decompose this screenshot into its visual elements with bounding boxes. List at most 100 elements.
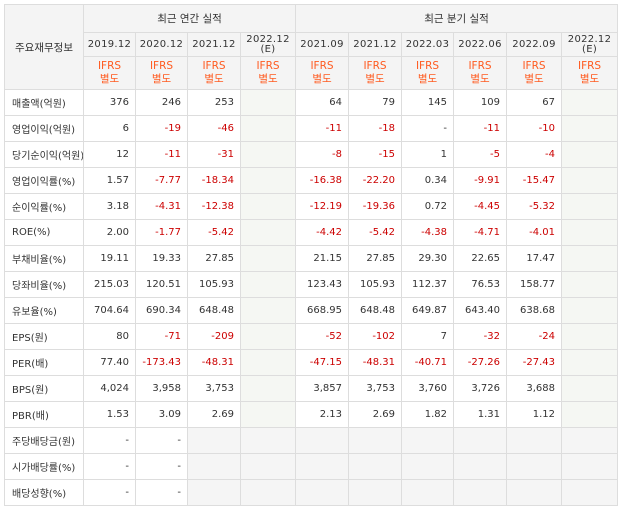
estimate-cell [561, 297, 619, 324]
value-cell: -31 [187, 141, 241, 168]
estimate-cell [239, 375, 297, 402]
value-cell: - [401, 115, 455, 142]
value-cell: -19 [135, 115, 188, 142]
value-cell: 1.53 [83, 401, 136, 428]
value-cell: 3,760 [401, 375, 455, 402]
row-label: BPS(원) [4, 375, 84, 402]
value-cell: 246 [135, 89, 188, 116]
value-cell: -18 [348, 115, 403, 142]
value-cell: 690.34 [135, 297, 188, 324]
value-cell: 2.00 [83, 219, 136, 246]
value-cell: 17.47 [506, 245, 563, 272]
basis-standard: IFRS [363, 60, 387, 72]
value-cell: -10 [506, 115, 563, 142]
value-cell [348, 479, 403, 506]
value-cell [348, 453, 403, 480]
value-cell: 22.65 [453, 245, 508, 272]
basis-type: 별도 [470, 73, 490, 85]
period-label: 2021.12 [192, 39, 236, 50]
value-cell: 12 [83, 141, 136, 168]
value-cell: 3,688 [506, 375, 563, 402]
value-cell [295, 479, 350, 506]
value-cell: 21.15 [295, 245, 350, 272]
value-cell: -32 [453, 323, 508, 350]
value-cell [401, 427, 455, 454]
row-label: 배당성향(%) [4, 479, 84, 506]
table-row: PBR(배) 1.53 3.09 2.69 2.13 2.69 1.82 1.31 1.12 [4, 401, 619, 428]
value-cell: 64 [295, 89, 350, 116]
value-cell: 19.33 [135, 245, 188, 272]
basis-standard: IFRS [256, 60, 280, 72]
value-cell: 0.72 [401, 193, 455, 220]
financial-summary-table: 주요재무정보 최근 연간 실적 최근 분기 실적 2019.12 2020.12 2… [4, 4, 619, 506]
value-cell: 76.53 [453, 271, 508, 298]
table-row: 영업이익률(%) 1.57 -7.77 -18.34 -16.38 -22.20 0.34-… [4, 167, 619, 194]
value-cell: 77.40 [83, 349, 136, 376]
value-cell: 1.31 [453, 401, 508, 428]
estimate-cell [239, 245, 297, 272]
value-cell: 253 [187, 89, 241, 116]
value-cell: 2.69 [348, 401, 403, 428]
period-label: 2021.09 [300, 39, 344, 50]
basis-cell-0: IFRS 별도 [83, 56, 136, 90]
row-label: 영업이익률(%) [4, 167, 84, 194]
row-label: 영업이익(억원) [4, 115, 84, 142]
estimate-cell [561, 375, 619, 402]
value-cell: 3,726 [453, 375, 508, 402]
row-label: 당좌비율(%) [4, 271, 84, 298]
value-cell: 123.43 [295, 271, 350, 298]
row-label: 순이익률(%) [4, 193, 84, 220]
estimate-mark: (E) [582, 43, 598, 55]
value-cell: 27.85 [187, 245, 241, 272]
value-cell: -5.42 [187, 219, 241, 246]
value-cell [187, 427, 241, 454]
estimate-cell [239, 349, 297, 376]
estimate-cell [561, 141, 619, 168]
value-cell: -15 [348, 141, 403, 168]
basis-type: 별도 [579, 73, 600, 85]
value-cell: -71 [135, 323, 188, 350]
value-cell: -4.01 [506, 219, 563, 246]
estimate-cell [239, 401, 297, 428]
row-label: 당기순이익(억원) [4, 141, 84, 168]
value-cell: 1 [401, 141, 455, 168]
estimate-cell [561, 401, 619, 428]
value-cell: 648.48 [348, 297, 403, 324]
basis-type: 별도 [312, 73, 332, 85]
value-cell: 649.87 [401, 297, 455, 324]
value-cell: 668.95 [295, 297, 350, 324]
value-cell: 643.40 [453, 297, 508, 324]
value-cell: 1.82 [401, 401, 455, 428]
period-label: 2019.12 [87, 39, 132, 50]
value-cell: -4.42 [295, 219, 350, 246]
estimate-cell [239, 323, 297, 350]
estimate-cell [239, 115, 297, 142]
basis-cell-2: IFRS 별도 [187, 56, 241, 90]
estimate-cell [561, 453, 619, 480]
period-label: 2022.12 [246, 33, 290, 45]
value-cell: 105.93 [348, 271, 403, 298]
basis-standard: IFRS [415, 60, 440, 72]
estimate-cell [239, 271, 297, 298]
value-cell: -19.36 [348, 193, 403, 220]
value-cell: 4,024 [83, 375, 136, 402]
annual-group-header: 최근 연간 실적 [82, 4, 297, 33]
value-cell: -47.15 [295, 349, 350, 376]
basis-cell-6: IFRS 별도 [401, 56, 455, 90]
value-cell: -48.31 [187, 349, 241, 376]
value-cell: -11 [453, 115, 508, 142]
period-quarterly-0: 2021.09 [295, 32, 350, 57]
value-cell: -4.38 [401, 219, 455, 246]
row-label: EPS(원) [4, 323, 84, 350]
value-cell: 704.64 [83, 297, 136, 324]
value-cell: -4.71 [453, 219, 508, 246]
value-cell: -5.32 [506, 193, 563, 220]
value-cell: 0.34 [401, 167, 455, 194]
value-cell: -12.38 [187, 193, 241, 220]
period-label: 2022.12 [567, 33, 612, 45]
value-cell [453, 479, 508, 506]
estimate-cell [239, 141, 297, 168]
period-quarterly-4: 2022.09 [506, 32, 563, 57]
basis-type: 별도 [99, 73, 120, 85]
estimate-cell [239, 167, 297, 194]
